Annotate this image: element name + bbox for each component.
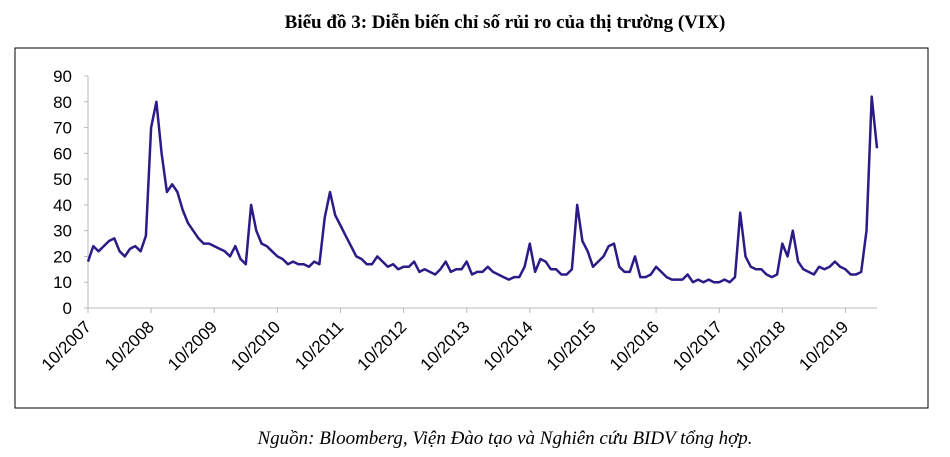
- x-tick-label: 10/2015: [543, 317, 600, 374]
- x-tick-label: 10/2008: [101, 317, 158, 374]
- y-tick-label: 50: [53, 170, 72, 189]
- y-tick-label: 40: [53, 196, 72, 215]
- y-tick-label: 60: [53, 144, 72, 163]
- chart-frame: [14, 47, 929, 409]
- x-tick-label: 10/2016: [606, 317, 663, 374]
- x-tick-label: 10/2019: [795, 317, 852, 374]
- x-tick-label: 10/2012: [354, 317, 411, 374]
- source-note: Nguồn: Bloomberg, Viện Đào tạo và Nghiên…: [256, 428, 752, 449]
- x-tick-label: 10/2009: [164, 317, 221, 374]
- y-tick-label: 90: [53, 67, 72, 86]
- chart-title: Biểu đồ 3: Diễn biến chỉ số rủi ro của t…: [285, 12, 726, 33]
- x-tick-label: 10/2018: [732, 317, 789, 374]
- vix-line: [86, 95, 879, 284]
- x-tick-label: 10/2013: [417, 317, 474, 374]
- y-tick-label: 30: [53, 222, 72, 241]
- y-tick-label: 20: [53, 247, 72, 266]
- y-tick-label: 0: [63, 299, 72, 318]
- x-tick-label: 10/2007: [38, 317, 95, 374]
- y-tick-label: 70: [53, 119, 72, 138]
- x-tick-label: 10/2017: [669, 317, 726, 374]
- x-tick-label: 10/2014: [480, 317, 537, 374]
- x-tick-label: 10/2010: [227, 317, 284, 374]
- x-tick-label: 10/2011: [291, 317, 347, 373]
- y-tick-label: 10: [53, 273, 72, 292]
- y-tick-label: 80: [53, 93, 72, 112]
